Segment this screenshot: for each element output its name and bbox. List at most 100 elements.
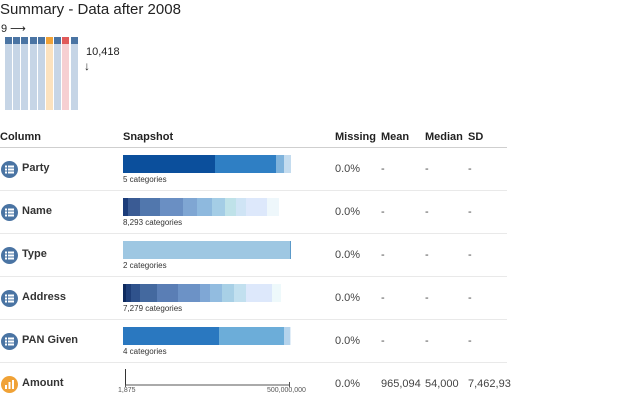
mean-value: 965,094: [381, 378, 421, 390]
table-row[interactable]: Name 8,293 categories 0.0% - - -: [0, 191, 507, 234]
mean-value: -: [381, 292, 385, 304]
category-segment[interactable]: [275, 155, 285, 173]
column-count: 9 ⟶: [1, 22, 26, 35]
snapshot-cell[interactable]: 8,293 categories: [123, 198, 293, 228]
thumbnail-column: [21, 37, 29, 110]
thumbnail-column: [46, 37, 53, 110]
missing-value: 0.0%: [335, 249, 361, 261]
thumbnail-column: [13, 37, 21, 110]
bar-chart-icon: [1, 376, 18, 393]
snapshot-cell[interactable]: 5 categories: [123, 155, 293, 185]
column-name[interactable]: Address: [22, 291, 67, 303]
right-arrow-icon: ⟶: [10, 23, 26, 35]
snapshot-cell[interactable]: 4 categories: [123, 327, 293, 357]
category-segment[interactable]: [123, 155, 216, 173]
table-row[interactable]: Address 7,279 categories 0.0% - - -: [0, 277, 507, 320]
median-value: -: [425, 249, 429, 261]
axis-max-label: 500,000,000: [267, 387, 306, 394]
category-segment[interactable]: [131, 284, 140, 302]
column-name[interactable]: Type: [22, 248, 47, 260]
column-name[interactable]: PAN Given: [22, 334, 79, 346]
header-sd[interactable]: SD: [468, 131, 484, 143]
category-segment[interactable]: [280, 284, 291, 302]
category-segment[interactable]: [233, 284, 246, 302]
axis-min-label: 1,875: [118, 387, 136, 394]
category-segment[interactable]: [218, 327, 285, 345]
median-value: -: [425, 206, 429, 218]
category-segment[interactable]: [212, 198, 226, 216]
thumbnail-column: [62, 37, 70, 110]
distribution-plot[interactable]: [123, 363, 293, 387]
sd-value: -: [468, 163, 472, 175]
sd-value: -: [468, 335, 472, 347]
category-segment[interactable]: [290, 327, 291, 345]
list-icon: [1, 290, 18, 307]
column-name[interactable]: Amount: [22, 377, 64, 389]
column-name[interactable]: Party: [22, 162, 50, 174]
categories-count: 2 categories: [123, 261, 167, 270]
table-row[interactable]: PAN Given 4 categories 0.0% - - -: [0, 320, 507, 363]
category-segment[interactable]: [290, 241, 291, 259]
category-segment[interactable]: [139, 198, 160, 216]
category-bar[interactable]: [123, 327, 291, 345]
median-value: -: [425, 163, 429, 175]
category-segment[interactable]: [284, 327, 291, 345]
table-row[interactable]: Type 2 categories 0.0% - - -: [0, 234, 507, 277]
header-column[interactable]: Column: [0, 131, 41, 143]
category-segment[interactable]: [156, 284, 179, 302]
category-segment[interactable]: [235, 198, 246, 216]
category-segment[interactable]: [128, 198, 140, 216]
category-segment[interactable]: [183, 198, 197, 216]
thumbnail-column: [37, 37, 45, 110]
missing-value: 0.0%: [335, 378, 361, 390]
category-segment[interactable]: [279, 198, 291, 216]
category-segment[interactable]: [272, 284, 281, 302]
list-icon: [1, 161, 18, 178]
sd-value: -: [468, 249, 472, 261]
down-arrow-icon: ↓: [84, 59, 90, 73]
mean-value: -: [381, 163, 385, 175]
missing-value: 0.0%: [335, 163, 361, 175]
category-segment[interactable]: [267, 198, 280, 216]
category-segment[interactable]: [225, 198, 236, 216]
category-segment[interactable]: [123, 241, 291, 259]
category-bar[interactable]: [123, 155, 291, 173]
category-segment[interactable]: [123, 327, 219, 345]
header-missing[interactable]: Missing: [335, 131, 376, 143]
category-segment[interactable]: [123, 284, 127, 302]
header-median[interactable]: Median: [425, 131, 463, 143]
snapshot-cell[interactable]: 1,875 500,000,000: [118, 363, 306, 394]
category-segment[interactable]: [159, 198, 184, 216]
category-bar[interactable]: [123, 241, 291, 259]
category-segment[interactable]: [245, 198, 268, 216]
category-segment[interactable]: [178, 284, 201, 302]
category-segment[interactable]: [222, 284, 234, 302]
missing-value: 0.0%: [335, 206, 361, 218]
category-segment[interactable]: [284, 155, 291, 173]
category-bar[interactable]: [123, 284, 291, 302]
category-segment[interactable]: [123, 198, 129, 216]
table-row[interactable]: Amount 1,875 500,000,000 0.0% 965,094 54,000 7…: [0, 363, 511, 405]
category-bar[interactable]: [123, 198, 291, 216]
category-segment[interactable]: [126, 284, 132, 302]
header-snapshot[interactable]: Snapshot: [123, 131, 174, 143]
category-segment[interactable]: [196, 198, 212, 216]
median-value: 54,000: [425, 378, 459, 390]
thumbnail-column: [5, 37, 12, 110]
summary-table: Column Snapshot Missing Mean Median SD P…: [0, 131, 511, 405]
header-mean[interactable]: Mean: [381, 131, 410, 143]
category-segment[interactable]: [210, 284, 223, 302]
category-segment[interactable]: [200, 284, 211, 302]
table-row[interactable]: Party 5 categories 0.0% - - -: [0, 148, 507, 191]
column-name[interactable]: Name: [22, 205, 52, 217]
category-segment[interactable]: [215, 155, 276, 173]
snapshot-cell[interactable]: 7,279 categories: [123, 284, 293, 314]
category-segment[interactable]: [245, 284, 273, 302]
thumbnail-column: [70, 37, 78, 110]
categories-count: 8,293 categories: [123, 218, 183, 227]
list-icon: [1, 204, 18, 221]
sd-value: -: [468, 206, 472, 218]
snapshot-cell[interactable]: 2 categories: [123, 241, 293, 271]
sd-value: 7,462,93: [468, 378, 511, 390]
category-segment[interactable]: [139, 284, 157, 302]
